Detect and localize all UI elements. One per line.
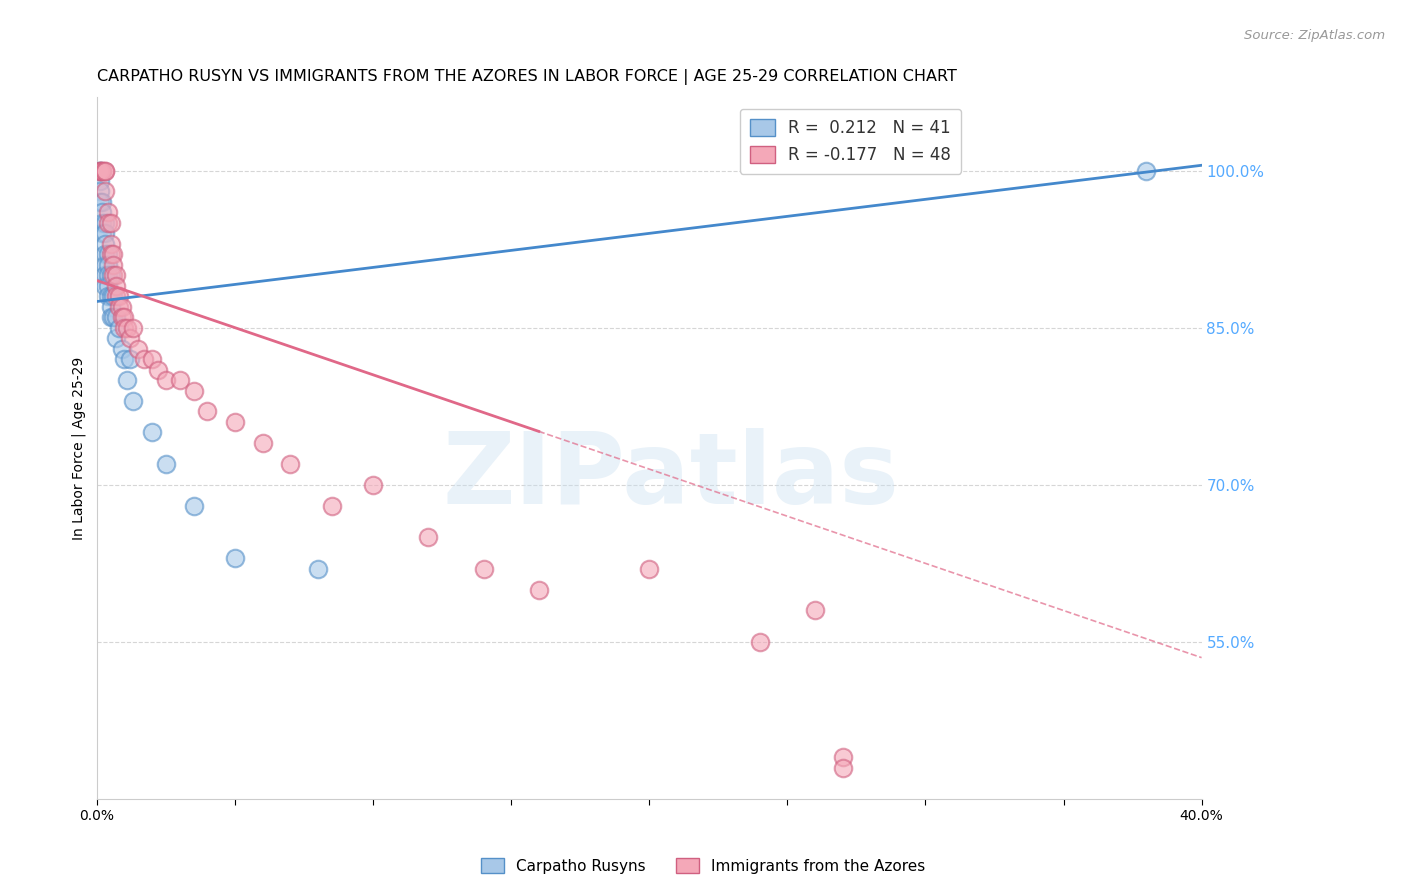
Point [111, 300, 134, 314]
Point [97, 268, 120, 283]
Point [97, 258, 120, 272]
Point [115, 373, 138, 387]
Point [89, 194, 111, 209]
Point [111, 310, 134, 325]
Point [91, 163, 114, 178]
Point [111, 342, 134, 356]
Point [100, 310, 122, 325]
Point [89, 163, 111, 178]
Point [94, 185, 117, 199]
Point [638, 561, 661, 575]
Point [132, 352, 155, 367]
Point [100, 289, 122, 303]
Point [91, 163, 114, 178]
Point [195, 404, 218, 418]
Point [108, 300, 131, 314]
Point [91, 205, 114, 219]
Point [105, 331, 128, 345]
Point [155, 373, 177, 387]
Point [89, 185, 111, 199]
Point [91, 216, 114, 230]
Point [103, 247, 125, 261]
Point [831, 761, 853, 775]
Point [472, 561, 495, 575]
Point [103, 268, 125, 283]
Point [97, 289, 120, 303]
Point [100, 236, 122, 251]
Point [105, 278, 128, 293]
Point [89, 174, 111, 188]
Point [91, 194, 114, 209]
Point [114, 320, 136, 334]
Point [321, 499, 343, 513]
Point [527, 582, 550, 597]
Point [804, 603, 827, 617]
Point [97, 247, 120, 261]
Point [94, 227, 117, 241]
Point [155, 457, 177, 471]
Point [94, 258, 117, 272]
Point [100, 216, 122, 230]
Point [89, 163, 111, 178]
Point [1135, 163, 1157, 178]
Point [94, 163, 117, 178]
Point [97, 216, 120, 230]
Point [278, 457, 301, 471]
Point [94, 278, 117, 293]
Point [183, 384, 205, 398]
Point [89, 163, 111, 178]
Point [100, 300, 122, 314]
Point [108, 320, 131, 334]
Point [97, 205, 120, 219]
Text: Source: ZipAtlas.com: Source: ZipAtlas.com [1244, 29, 1385, 42]
Point [748, 635, 770, 649]
Point [118, 331, 141, 345]
Y-axis label: In Labor Force | Age 25-29: In Labor Force | Age 25-29 [72, 357, 86, 540]
Legend: Carpatho Rusyns, Immigrants from the Azores: Carpatho Rusyns, Immigrants from the Azo… [475, 852, 931, 880]
Point [94, 163, 117, 178]
Point [108, 289, 131, 303]
Point [831, 750, 853, 764]
Point [105, 268, 128, 283]
Point [183, 499, 205, 513]
Point [105, 289, 128, 303]
Point [97, 278, 120, 293]
Point [169, 373, 191, 387]
Point [121, 394, 143, 409]
Point [418, 530, 440, 544]
Point [100, 268, 122, 283]
Point [114, 352, 136, 367]
Point [94, 247, 117, 261]
Legend: R =  0.212   N = 41, R = -0.177   N = 48: R = 0.212 N = 41, R = -0.177 N = 48 [740, 109, 962, 174]
Point [94, 236, 117, 251]
Point [141, 425, 163, 440]
Point [94, 268, 117, 283]
Point [146, 362, 169, 376]
Point [127, 342, 149, 356]
Text: CARPATHO RUSYN VS IMMIGRANTS FROM THE AZORES IN LABOR FORCE | AGE 25-29 CORRELAT: CARPATHO RUSYN VS IMMIGRANTS FROM THE AZ… [97, 69, 956, 85]
Point [103, 258, 125, 272]
Point [114, 310, 136, 325]
Point [105, 310, 128, 325]
Point [224, 415, 246, 429]
Point [89, 163, 111, 178]
Point [103, 310, 125, 325]
Point [118, 352, 141, 367]
Point [91, 227, 114, 241]
Text: ZIPatlas: ZIPatlas [443, 427, 900, 524]
Point [224, 551, 246, 566]
Point [361, 477, 384, 491]
Point [94, 216, 117, 230]
Point [121, 320, 143, 334]
Point [307, 561, 329, 575]
Point [252, 436, 274, 450]
Point [103, 289, 125, 303]
Point [100, 247, 122, 261]
Point [115, 320, 138, 334]
Point [141, 352, 163, 367]
